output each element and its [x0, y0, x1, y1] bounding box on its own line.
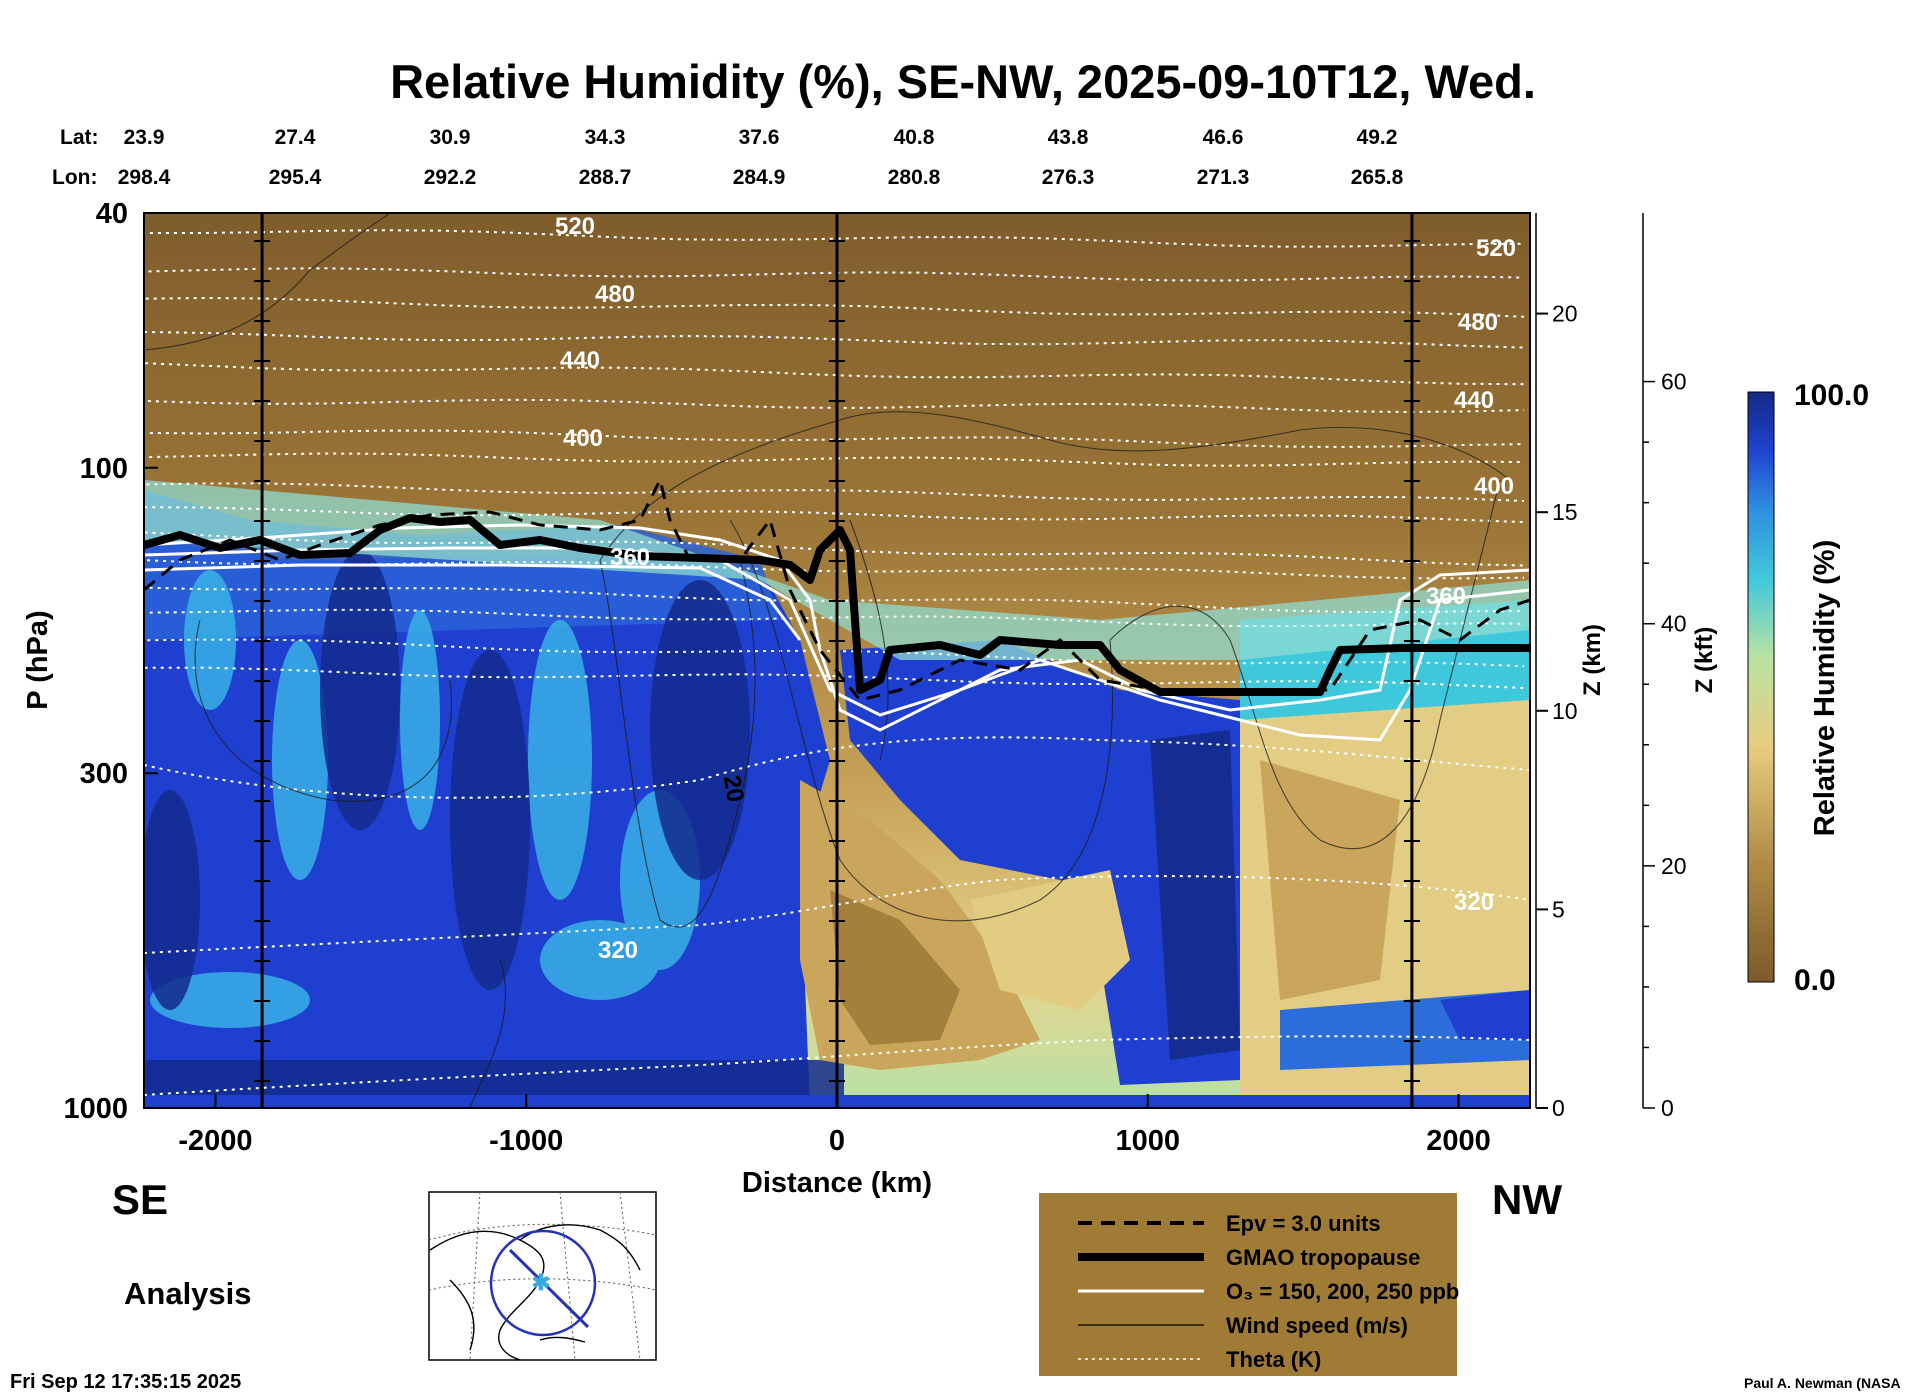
lat-value: 37.6 [739, 126, 780, 149]
humidity-field [144, 213, 1530, 1108]
chart-title: Relative Humidity (%), SE-NW, 2025-09-10… [390, 55, 1536, 108]
z-km-tick-label: 5 [1552, 896, 1565, 922]
wind-speed-contours [144, 213, 1511, 1108]
wind-label: 20 [718, 773, 749, 804]
lat-value: 23.9 [124, 126, 165, 149]
legend-label: GMAO tropopause [1226, 1245, 1420, 1270]
theta-label: 400 [1474, 473, 1514, 500]
gmao-tropopause [144, 514, 1530, 696]
inset-map: ✱ [428, 1191, 657, 1361]
theta-line [144, 638, 1525, 668]
z-km-label: Z (km) [1579, 624, 1606, 696]
theta-label: 360 [1426, 583, 1466, 610]
colorbar-max: 100.0 [1794, 379, 1869, 412]
x-tick-label: 0 [829, 1125, 845, 1157]
lon-value: 295.4 [269, 166, 322, 189]
x-tick-label: 1000 [1116, 1125, 1181, 1157]
section-vertical-lines [254, 213, 1420, 1108]
theta-label: 440 [560, 347, 600, 374]
legend: Epv = 3.0 units GMAO tropopause O₃ = 150, … [1039, 1193, 1459, 1376]
z-kft-label: Z (kft) [1691, 627, 1718, 694]
legend-label: Epv = 3.0 units [1226, 1211, 1381, 1236]
svg-text:✱: ✱ [532, 1270, 550, 1295]
theta-line [144, 736, 1530, 799]
legend-label: Theta (K) [1226, 1347, 1321, 1372]
colorbar-min: 0.0 [1794, 964, 1836, 997]
z-km-tick-label: 10 [1552, 698, 1578, 724]
x-axis: -2000 -1000 0 1000 2000 [178, 1094, 1491, 1157]
lat-label: Lat: [60, 126, 99, 149]
pressure-axis: 40 100 300 1000 [63, 198, 158, 1125]
lat-value: 49.2 [1357, 126, 1398, 149]
lat-value: 46.6 [1203, 126, 1244, 149]
credit: Paul A. Newman (NASA [1744, 1375, 1901, 1391]
theta-label: 480 [595, 281, 635, 308]
x-tick-label: -1000 [489, 1125, 563, 1157]
lon-value: 288.7 [579, 166, 632, 189]
lon-label: Lon: [52, 166, 97, 189]
lon-value: 280.8 [888, 166, 941, 189]
z-kft-axis: 0 20 40 60 [1642, 213, 1687, 1121]
colorbar [1747, 391, 1775, 983]
y-axis-label: P (hPa) [22, 610, 54, 709]
legend-label: Wind speed (m/s) [1226, 1313, 1408, 1338]
theta-label: 320 [1454, 889, 1494, 916]
z-km-tick-label: 20 [1552, 301, 1578, 327]
p-tick-label: 300 [80, 758, 128, 790]
x-axis-label: Distance (km) [742, 1167, 932, 1199]
x-tick-label: 2000 [1426, 1125, 1491, 1157]
theta-label: 320 [598, 937, 638, 964]
nw-label: NW [1492, 1176, 1562, 1223]
theta-label: 520 [555, 213, 595, 240]
z-kft-tick-label: 40 [1661, 611, 1687, 637]
se-label: SE [112, 1176, 168, 1223]
lat-value: 27.4 [275, 126, 316, 149]
lat-value: 43.8 [1048, 126, 1089, 149]
lon-value: 265.8 [1351, 166, 1404, 189]
z-kft-tick-label: 20 [1661, 853, 1687, 879]
theta-label: 480 [1458, 309, 1498, 336]
legend-label: O₃ = 150, 200, 250 ppb [1226, 1279, 1459, 1304]
lon-value: 298.4 [118, 166, 171, 189]
theta-label: 400 [563, 425, 603, 452]
x-tick-label: -2000 [178, 1125, 252, 1157]
lat-value: 40.8 [894, 126, 935, 149]
p-tick-label: 100 [80, 453, 128, 485]
p-tick-label: 1000 [63, 1093, 128, 1125]
p-tick-label: 40 [96, 198, 128, 230]
lon-value: 284.9 [733, 166, 786, 189]
z-kft-tick-label: 0 [1661, 1095, 1674, 1121]
lat-value: 30.9 [430, 126, 471, 149]
theta-line [144, 482, 1525, 502]
z-kft-tick-label: 60 [1661, 369, 1687, 395]
colorbar-label: Relative Humidity (%) [1809, 540, 1841, 837]
theta-label: 360 [610, 544, 650, 571]
timestamp: Fri Sep 12 17:35:15 2025 [10, 1371, 241, 1393]
z-km-tick-label: 0 [1552, 1095, 1565, 1121]
lon-value: 271.3 [1197, 166, 1250, 189]
theta-line [144, 296, 1525, 318]
lon-value: 276.3 [1042, 166, 1095, 189]
theta-label: 440 [1454, 387, 1494, 414]
lon-value: 292.2 [424, 166, 477, 189]
z-km-axis: 0 5 10 15 20 [1535, 213, 1578, 1121]
theta-line [144, 398, 1525, 414]
z-km-tick-label: 15 [1552, 499, 1578, 525]
theta-label: 520 [1476, 235, 1516, 262]
lat-value: 34.3 [585, 126, 626, 149]
analysis-label: Analysis [124, 1276, 252, 1311]
